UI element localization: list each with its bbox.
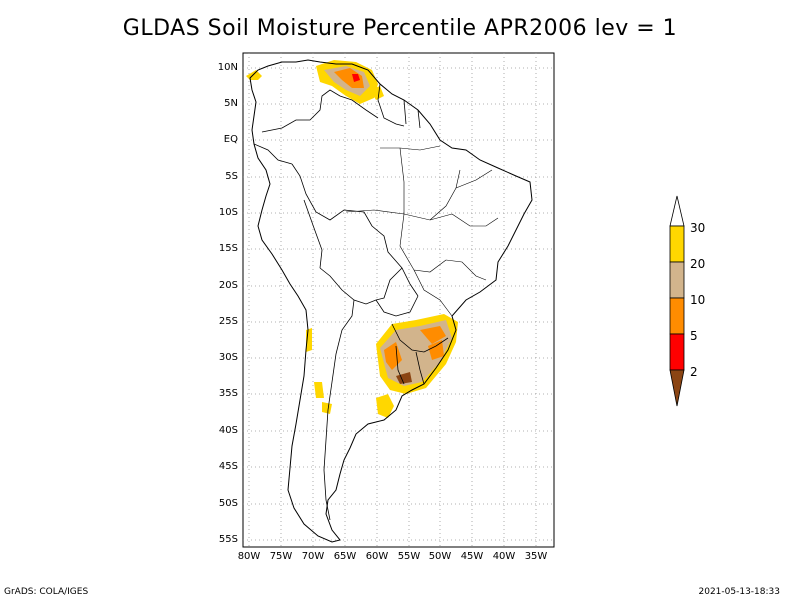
region-guyana xyxy=(370,86,384,100)
lat-label-20s: 20S xyxy=(218,280,238,291)
region-rs-orange xyxy=(428,340,444,360)
lon-label-60w: 60W xyxy=(365,551,389,562)
country-borders xyxy=(253,83,449,521)
legend-swatch-below-2 xyxy=(669,369,685,407)
legend-swatch-10-20 xyxy=(669,261,685,299)
legend-colorbar xyxy=(669,195,685,407)
lon-label-50w: 50W xyxy=(428,551,452,562)
map-title: GLDAS Soil Moisture Percentile APR2006 l… xyxy=(122,16,678,41)
lat-label-10s: 10S xyxy=(218,207,238,218)
lon-label-45w: 45W xyxy=(460,551,484,562)
legend-label-30: 30 xyxy=(690,221,706,235)
legend-swatch-20-30 xyxy=(669,225,685,263)
lat-label-30s: 30S xyxy=(218,352,238,363)
lat-label-eq: EQ xyxy=(223,134,238,145)
lat-label-55s: 55S xyxy=(218,534,238,545)
lat-label-45s: 45S xyxy=(218,461,238,472)
state-borders xyxy=(345,145,499,317)
region-buenos-aires xyxy=(376,394,394,418)
legend-label-2: 2 xyxy=(690,365,698,379)
lon-label-35w: 35W xyxy=(524,551,548,562)
lon-label-55w: 55W xyxy=(397,551,421,562)
legend-label-5: 5 xyxy=(690,329,698,343)
lon-label-40w: 40W xyxy=(492,551,516,562)
footer-timestamp: 2021-05-13-18:33 xyxy=(698,587,781,597)
lat-label-40s: 40S xyxy=(218,425,238,436)
lon-label-80w: 80W xyxy=(237,551,261,562)
map-frame xyxy=(242,52,555,548)
footer-credit: GrADS: COLA/IGES xyxy=(4,587,89,597)
lat-label-15s: 15S xyxy=(218,243,238,254)
legend-label-10: 10 xyxy=(690,293,706,307)
region-venezuela-inner xyxy=(334,68,364,88)
region-andes-patch xyxy=(322,402,332,414)
legend-swatch-5-10 xyxy=(669,297,685,335)
region-brazil-orange xyxy=(420,326,446,344)
lat-label-25s: 25S xyxy=(218,316,238,327)
lon-label-65w: 65W xyxy=(333,551,357,562)
region-venezuela-core xyxy=(352,74,360,82)
lat-label-10n: 10N xyxy=(217,62,238,73)
legend-swatch-2-5 xyxy=(669,333,685,371)
lat-label-50s: 50S xyxy=(218,498,238,509)
lat-label-35s: 35S xyxy=(218,388,238,399)
lat-label-5n: 5N xyxy=(224,98,238,109)
lon-label-75w: 75W xyxy=(269,551,293,562)
region-andes-south xyxy=(314,382,324,398)
legend-label-20: 20 xyxy=(690,257,706,271)
legend-swatch-above-30 xyxy=(669,195,685,227)
lon-label-70w: 70W xyxy=(301,551,325,562)
lat-label-5s: 5S xyxy=(225,171,238,182)
